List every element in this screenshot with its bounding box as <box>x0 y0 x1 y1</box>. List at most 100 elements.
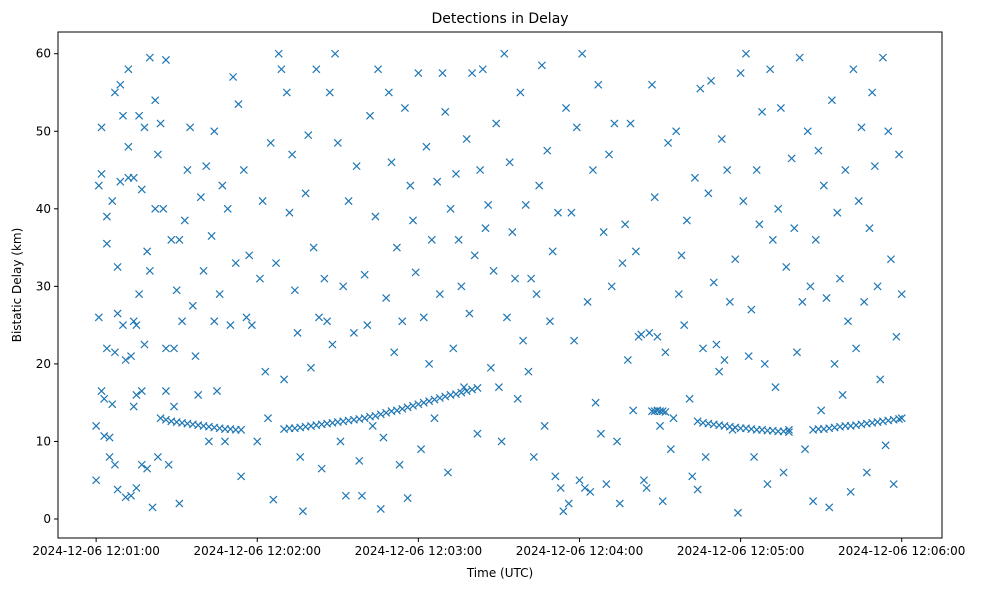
data-point <box>892 332 901 341</box>
data-point <box>218 181 227 190</box>
data-point <box>387 158 396 167</box>
data-point <box>492 119 501 128</box>
data-point <box>293 328 302 337</box>
data-point <box>368 421 377 430</box>
data-point <box>752 166 761 175</box>
data-point <box>331 49 340 58</box>
data-point <box>841 166 850 175</box>
data-point <box>457 282 466 291</box>
track-point <box>693 417 702 426</box>
data-point <box>306 363 315 372</box>
data-point <box>97 169 106 178</box>
data-point <box>438 69 447 78</box>
data-point <box>465 309 474 318</box>
data-point <box>363 321 372 330</box>
data-point <box>822 293 831 303</box>
data-point <box>296 452 305 461</box>
x-axis: 2024-12-06 12:01:00 2024-12-06 12:02:00 20… <box>32 538 965 558</box>
data-point <box>505 158 514 167</box>
data-point <box>110 460 119 469</box>
data-point <box>680 321 689 330</box>
data-point <box>696 84 705 93</box>
data-point <box>806 282 815 291</box>
data-point <box>430 414 439 423</box>
data-point <box>886 255 896 264</box>
data-point <box>169 344 179 353</box>
x-tick-label: 2024-12-06 12:06:00 <box>838 544 965 558</box>
data-point <box>199 266 208 275</box>
data-point <box>304 131 313 140</box>
data-point <box>339 282 348 291</box>
data-point <box>135 111 144 120</box>
data-point <box>263 414 273 423</box>
data-point <box>110 348 119 357</box>
data-point <box>290 286 299 295</box>
data-point <box>159 204 168 213</box>
track-point <box>451 390 460 399</box>
data-point <box>725 297 734 306</box>
data-point <box>355 456 364 465</box>
data-point <box>164 460 173 469</box>
data-point <box>280 375 289 384</box>
data-point <box>121 493 130 502</box>
x-tick-label: 2024-12-06 12:04:00 <box>516 544 643 558</box>
data-point <box>782 262 791 271</box>
data-point <box>747 305 756 314</box>
data-point <box>161 344 170 353</box>
track-point <box>382 408 391 417</box>
data-point <box>113 485 122 494</box>
data-point <box>196 193 205 202</box>
data-point <box>524 367 533 376</box>
data-point <box>484 200 493 209</box>
data-point <box>140 123 149 132</box>
data-point <box>588 166 597 175</box>
data-point <box>382 293 391 303</box>
data-point <box>132 483 141 493</box>
data-point <box>229 72 238 82</box>
data-point <box>449 344 458 353</box>
track-point <box>237 425 246 434</box>
data-point <box>127 491 136 500</box>
data-point <box>374 65 383 74</box>
track-point <box>661 407 670 417</box>
data-point <box>94 313 103 322</box>
data-point <box>137 460 146 469</box>
data-point <box>647 80 657 89</box>
data-point <box>135 290 144 299</box>
data-point <box>827 96 836 105</box>
data-point <box>408 216 418 225</box>
data-point <box>261 367 270 376</box>
data-point <box>494 383 503 392</box>
data-point <box>395 460 404 469</box>
data-point <box>102 212 111 221</box>
data-point <box>739 197 748 206</box>
track-point <box>408 401 418 410</box>
track-point <box>468 385 477 394</box>
data-point <box>253 437 262 446</box>
data-point <box>664 138 673 147</box>
data-point <box>723 166 732 175</box>
data-point <box>790 224 799 233</box>
data-point <box>704 189 713 198</box>
data-point <box>629 406 638 415</box>
data-point <box>833 208 842 217</box>
data-point <box>180 216 189 225</box>
data-point <box>639 476 648 485</box>
data-point <box>838 390 847 399</box>
data-point <box>873 282 882 291</box>
data-points <box>92 49 906 517</box>
data-point <box>419 313 428 322</box>
data-point <box>720 356 729 365</box>
track-point <box>398 404 407 413</box>
data-point <box>473 429 482 438</box>
data-point <box>656 421 665 430</box>
data-point <box>677 251 686 260</box>
data-point <box>572 123 581 132</box>
data-point <box>258 197 267 206</box>
data-point <box>707 76 716 85</box>
data-point <box>320 274 329 283</box>
data-point <box>852 344 861 353</box>
data-point <box>172 286 181 295</box>
data-point <box>312 65 321 74</box>
data-point <box>502 313 512 322</box>
